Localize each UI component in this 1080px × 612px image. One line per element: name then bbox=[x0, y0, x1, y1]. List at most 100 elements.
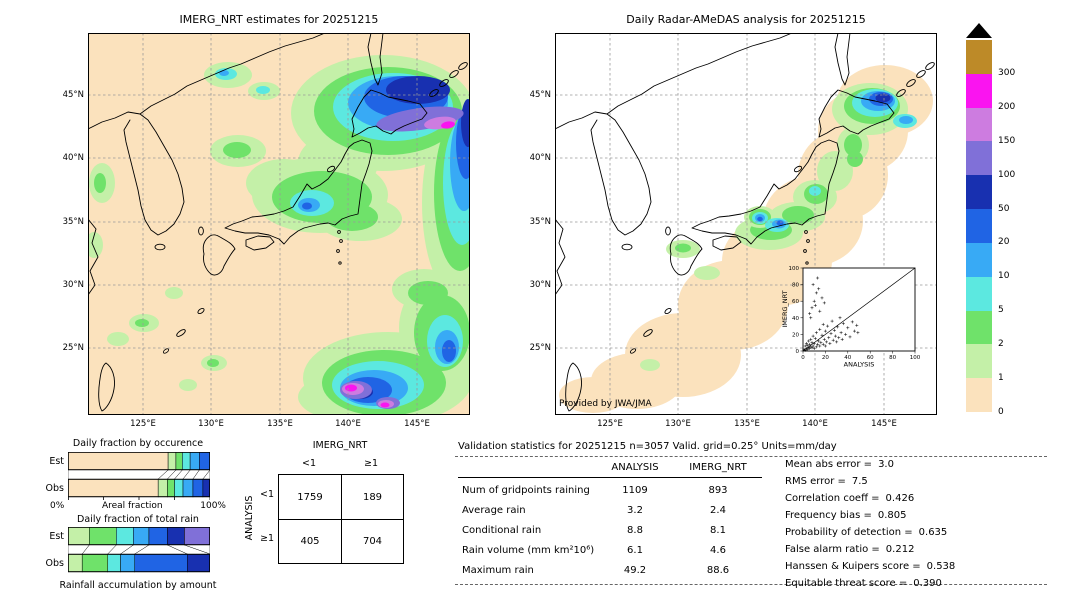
colorbar-tick-labels: 0 1 2 5 10 20 50 100 150 200 300 bbox=[998, 40, 1032, 416]
divider bbox=[455, 456, 1047, 457]
bar-segment bbox=[199, 452, 210, 471]
colorbar-segment bbox=[966, 141, 992, 176]
bar-segment bbox=[167, 478, 175, 498]
bar-segment bbox=[174, 478, 184, 498]
axis-hundred-label: 100% bbox=[200, 501, 226, 511]
imerg-map-panel: 125°E 130°E 135°E 140°E 145°E 45°N 40°N 35°N 30°… bbox=[63, 32, 494, 429]
left-map-title: IMERG_NRT estimates for 20251215 bbox=[179, 13, 379, 26]
validation-value: 893 bbox=[708, 485, 728, 496]
imerg-map bbox=[85, 32, 494, 424]
totalrain-chart-title: Daily fraction of total rain bbox=[77, 514, 199, 525]
lat-tick-label: 25°N bbox=[62, 343, 84, 353]
contingency-cell: 1759 bbox=[297, 491, 323, 503]
lat-tick-label: 35°N bbox=[529, 217, 551, 227]
stat-label: Probability of detection = bbox=[785, 527, 913, 538]
lon-tick-label: 125°E bbox=[597, 419, 623, 429]
validation-value: 49.2 bbox=[623, 565, 647, 576]
bar-segment bbox=[184, 527, 210, 546]
contingency-cell: 189 bbox=[341, 475, 403, 519]
svg-text:0: 0 bbox=[796, 349, 800, 355]
bar-segment bbox=[81, 553, 109, 573]
lat-tick-label: 40°N bbox=[62, 153, 84, 163]
validation-row-label: Num of gridpoints raining bbox=[462, 485, 590, 496]
lat-tick-label: 40°N bbox=[529, 153, 551, 163]
bar-segment bbox=[107, 553, 121, 573]
stat-value: 0.635 bbox=[918, 527, 948, 538]
inset-axes-labels: 00 20 20 40 40 60 60 80 80 100 100 ANALYSIS IMERG_NR… bbox=[781, 266, 921, 369]
est-row-label: Est bbox=[49, 456, 64, 467]
bar-segment bbox=[182, 452, 191, 471]
svg-text:ANALYSIS: ANALYSIS bbox=[844, 361, 875, 369]
bar-segment bbox=[133, 527, 150, 546]
bar-segment bbox=[202, 478, 210, 498]
contingency-cell: 704 bbox=[341, 519, 403, 563]
bar-segment bbox=[187, 553, 210, 573]
colorbar-tick-label: 150 bbox=[998, 135, 1016, 146]
lat-tick-label: 45°N bbox=[62, 90, 84, 100]
validation-value: 3.2 bbox=[627, 505, 643, 516]
stat-line: RMS error = 7.5 bbox=[785, 476, 868, 487]
colorbar: 0 1 2 5 10 20 50 100 150 200 300 bbox=[966, 23, 1015, 417]
stat-line: Equitable threat score = 0.390 bbox=[785, 578, 942, 589]
colorbar-tick-label: 200 bbox=[998, 102, 1016, 113]
validation-row-label: Rain volume (mm km²10⁶) bbox=[462, 545, 595, 556]
svg-text:100: 100 bbox=[910, 355, 921, 361]
colorbar-segments bbox=[966, 40, 992, 412]
colorbar-tick-label: 300 bbox=[998, 68, 1016, 79]
contingency-row-label: <1 bbox=[259, 489, 274, 500]
est-row-label: Est bbox=[49, 531, 64, 542]
colorbar-segment bbox=[966, 276, 992, 311]
bar-segment bbox=[120, 553, 135, 573]
svg-text:0: 0 bbox=[801, 355, 805, 361]
colorbar-tick-label: 10 bbox=[998, 271, 1010, 282]
svg-text:20: 20 bbox=[792, 332, 799, 338]
stat-value: 0.390 bbox=[913, 578, 942, 589]
bar-segment bbox=[134, 553, 188, 573]
lat-tick-label: 45°N bbox=[529, 90, 551, 100]
svg-text:100: 100 bbox=[789, 266, 800, 272]
stat-line: Probability of detection = 0.635 bbox=[785, 527, 947, 538]
contingency-table: 1759 189 405 704 bbox=[278, 474, 404, 564]
validation-value: 8.1 bbox=[710, 525, 726, 536]
validation-value: 8.8 bbox=[627, 525, 643, 536]
svg-text:60: 60 bbox=[867, 355, 874, 361]
stat-line: Hanssen & Kuipers score = 0.538 bbox=[785, 561, 955, 572]
colorbar-tick-label: 2 bbox=[998, 338, 1004, 349]
occurrence-chart-title: Daily fraction by occurence bbox=[72, 438, 204, 449]
stat-line: Mean abs error = 3.0 bbox=[785, 459, 894, 470]
validation-row-label: Average rain bbox=[462, 505, 526, 516]
colorbar-tick-label: 0 bbox=[998, 406, 1004, 417]
areal-fraction-axis: 0% Areal fraction 100% bbox=[50, 501, 226, 511]
scatter-points bbox=[802, 276, 860, 352]
svg-text:80: 80 bbox=[889, 355, 896, 361]
stat-label: Hanssen & Kuipers score = bbox=[785, 561, 921, 572]
colorbar-segment bbox=[966, 73, 992, 108]
bar-segment bbox=[167, 527, 185, 546]
bar-segment bbox=[68, 553, 83, 573]
validation-value: 2.4 bbox=[710, 505, 726, 516]
colorbar-tick-label: 100 bbox=[998, 169, 1016, 180]
colorbar-segment bbox=[966, 242, 992, 277]
validation-row-label: Maximum rain bbox=[462, 565, 534, 576]
analysis-axis-label: ANALYSIS bbox=[244, 495, 255, 541]
bar-segment bbox=[175, 452, 183, 471]
bar-segment bbox=[148, 527, 168, 546]
lon-tick-label: 145°E bbox=[871, 419, 897, 429]
stat-label: Equitable threat score = bbox=[785, 578, 908, 589]
stat-value: 0.212 bbox=[885, 544, 915, 555]
stat-label: Correlation coeff = bbox=[785, 493, 880, 504]
validation-value: 6.1 bbox=[627, 545, 643, 556]
obs-row-label: Obs bbox=[45, 483, 64, 494]
colorbar-segment bbox=[966, 175, 992, 210]
svg-text:20: 20 bbox=[822, 355, 829, 361]
validation-row-label: Conditional rain bbox=[462, 525, 542, 536]
lon-tick-label: 130°E bbox=[665, 419, 691, 429]
stat-label: False alarm ratio = bbox=[785, 544, 880, 555]
svg-text:80: 80 bbox=[792, 283, 799, 289]
svg-text:40: 40 bbox=[844, 355, 851, 361]
lon-tick-label: 135°E bbox=[267, 419, 293, 429]
stat-label: RMS error = bbox=[785, 476, 846, 487]
colorbar-extend-arrow-icon bbox=[966, 23, 992, 38]
totalrain-stacked-bars bbox=[68, 527, 210, 573]
contingency-row-label: ≥1 bbox=[259, 533, 274, 544]
